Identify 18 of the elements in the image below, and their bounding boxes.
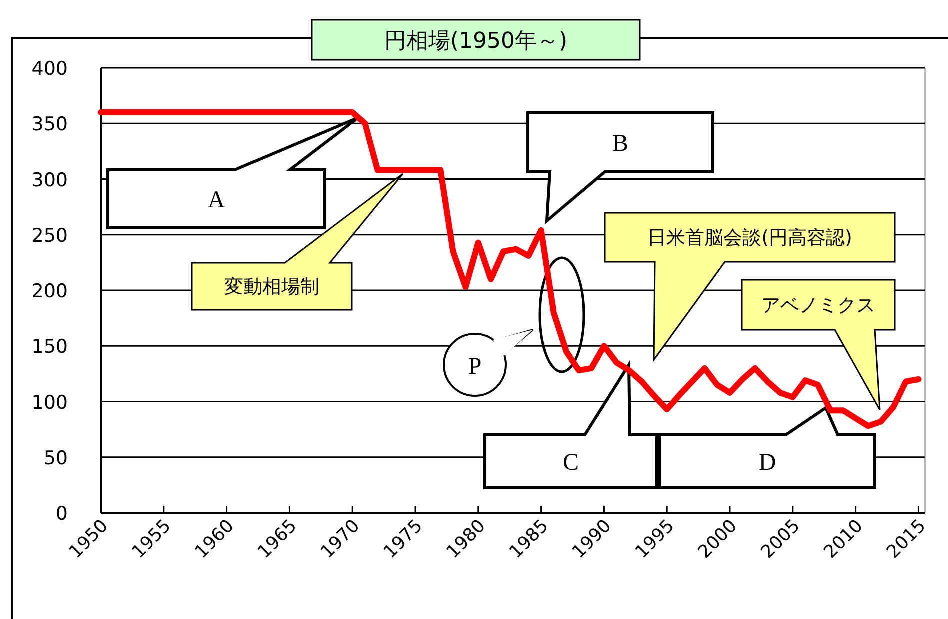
y-tick-label: 250: [32, 224, 68, 247]
y-tick-label: 400: [32, 58, 68, 80]
y-tick-label: 50: [44, 447, 68, 470]
chart-title: 円相場(1950年～): [384, 29, 568, 54]
y-tick-label: 100: [32, 392, 68, 414]
annotation: C: [562, 450, 580, 476]
annotation: 日米首脳会談(円高容認): [648, 227, 852, 250]
y-tick-label: 150: [32, 336, 68, 358]
y-tick-label: 200: [32, 280, 68, 302]
annotation: A: [208, 187, 226, 214]
annotation: P: [468, 354, 482, 380]
annotation: アベノミクス: [762, 294, 876, 317]
y-tick-label: 350: [32, 114, 68, 136]
annotation: D: [758, 450, 776, 476]
annotation: B: [612, 130, 629, 157]
annotation: 変動相場制: [224, 276, 320, 298]
y-tick-label: 0: [56, 503, 68, 525]
y-tick-label: 300: [32, 169, 68, 192]
